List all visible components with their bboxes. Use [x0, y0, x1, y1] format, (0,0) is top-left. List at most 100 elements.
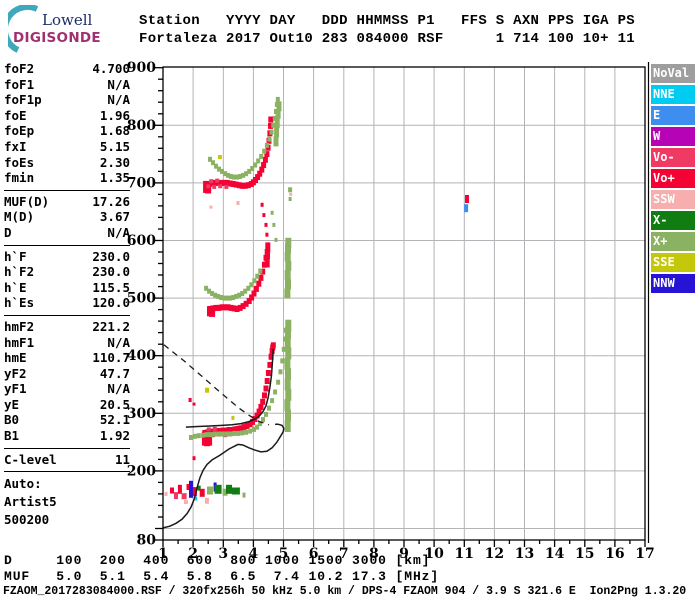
param-value: N/A — [107, 76, 130, 92]
legend-item-SSW: SSW — [651, 190, 695, 209]
svg-text:17: 17 — [635, 546, 654, 562]
svg-text:800: 800 — [127, 118, 156, 134]
trace-F-2hop-X-spike — [284, 237, 292, 299]
line-muf_transmission_curve — [163, 344, 270, 426]
e-region-echo-cluster — [164, 480, 246, 504]
param-row-foF1p: foF1p N/A — [4, 92, 130, 108]
logo-digisonde-text: DIGISONDE — [13, 30, 101, 46]
param-value: 5.15 — [99, 138, 130, 154]
legend-item-Vo-: Vo- — [651, 148, 695, 167]
param-value: 52.1 — [99, 412, 130, 428]
svg-text:2: 2 — [188, 546, 198, 562]
param-row-foEp: foEp 1.68 — [4, 123, 130, 139]
param-label: fmin — [4, 170, 35, 186]
param-value: 2.30 — [99, 154, 130, 170]
param-label: yE — [4, 396, 20, 412]
param-value: 230.0 — [92, 264, 130, 280]
param-label: MUF(D) — [4, 193, 50, 209]
param-label: D — [4, 224, 12, 240]
trace-F-2hop-O — [207, 249, 270, 312]
param-label: B0 — [4, 412, 20, 428]
header-column-titles: Station YYYY DAY DDD HHMMSS P1 FFS S AXN… — [139, 13, 635, 29]
param-label: foE — [4, 107, 27, 123]
svg-text:200: 200 — [127, 463, 156, 479]
param-row-h`Es: h`Es 120.0 — [4, 295, 130, 311]
param-value: 1.68 — [99, 123, 130, 139]
param-row-M(D): M(D) 3.67 — [4, 209, 130, 225]
line-trace_fit — [185, 348, 275, 428]
muf-scale-row: MUF 5.0 5.1 5.4 5.8 6.5 7.4 10.2 17.3 [M… — [4, 569, 440, 584]
distance-scale-row: D 100 200 400 600 800 1000 1500 3000 [km… — [4, 553, 431, 568]
svg-text:500: 500 — [127, 291, 156, 307]
divider — [4, 244, 130, 246]
param-row-B0: B0 52.1 — [4, 412, 130, 428]
trace-F-1hop-X-spike — [284, 319, 292, 432]
legend-item-X+: X+ — [651, 232, 695, 251]
scaled-parameters-panel: foF2 4.700 foF1 N/A foF1p N/A foE 1.96 foEp 1.68 f… — [4, 61, 130, 529]
trace-F-2hop-O-spike — [264, 242, 271, 268]
param-value: 1.35 — [99, 170, 130, 186]
svg-text:14: 14 — [545, 546, 565, 562]
svg-text:13: 13 — [515, 546, 534, 562]
legend-item-NoVal: NoVal — [651, 64, 695, 83]
trace-F-2hop-O-lead — [207, 306, 216, 317]
trace-F-3hop-O-mix — [206, 178, 229, 189]
param-row-D: D N/A — [4, 225, 130, 241]
param-label: hmE — [4, 350, 27, 366]
param-row-h`F2: h`F2 230.0 — [4, 264, 130, 280]
param-row-foE: foE 1.96 — [4, 108, 130, 124]
param-label: foF1 — [4, 76, 35, 92]
param-row-foEs: foEs 2.30 — [4, 155, 130, 171]
header-station-values: Fortaleza 2017 Out10 283 084000 RSF 1 71… — [139, 31, 635, 47]
param-label: fxI — [4, 138, 27, 154]
autoscaling-info: Auto: Artist5 500200 — [4, 475, 130, 529]
echo-type-legend: NoVal NNE E W Vo- Vo+ SSW X- X+ SSE NNW — [651, 64, 697, 295]
param-label: hmF1 — [4, 334, 35, 350]
svg-text:10: 10 — [424, 546, 444, 562]
trace-F-1hop-X — [189, 327, 288, 440]
svg-text:3: 3 — [218, 546, 228, 562]
param-value: 20.5 — [99, 396, 130, 412]
param-label: foF1p — [4, 92, 42, 108]
trace-F-3hop-X-spike — [273, 101, 282, 147]
svg-text:11: 11 — [455, 546, 474, 562]
param-row-yF2: yF2 47.7 — [4, 366, 130, 382]
param-value: 110.7 — [92, 350, 130, 366]
param-label: foEp — [4, 123, 35, 139]
svg-text:15: 15 — [575, 546, 594, 562]
svg-text:300: 300 — [127, 406, 156, 422]
param-label: h`Es — [4, 295, 35, 311]
param-row-foF1: foF1 N/A — [4, 77, 130, 93]
legend-item-X-: X- — [651, 211, 695, 230]
trace-F-1hop-O-lead — [201, 431, 213, 447]
divider — [4, 314, 130, 316]
param-row-fmin: fmin 1.35 — [4, 170, 130, 186]
svg-text:400: 400 — [127, 348, 156, 364]
trace-F-3hop-X — [208, 96, 280, 180]
autoscaling-line: 500200 — [4, 512, 50, 528]
param-value: 120.0 — [92, 295, 130, 311]
param-value: 115.5 — [92, 279, 130, 295]
param-label: yF1 — [4, 381, 27, 397]
param-label: foEs — [4, 154, 35, 170]
legend-item-W: W — [651, 127, 695, 146]
svg-text:1: 1 — [158, 546, 168, 562]
svg-text:5: 5 — [279, 546, 289, 562]
svg-text:12: 12 — [485, 546, 504, 562]
logo-lowell-text: Lowell — [42, 11, 93, 29]
param-label: hmF2 — [4, 318, 35, 334]
param-row-B1: B1 1.92 — [4, 428, 130, 444]
param-label: yF2 — [4, 365, 27, 381]
svg-text:4: 4 — [249, 546, 259, 562]
param-value: N/A — [107, 381, 130, 397]
legend-item-E: E — [651, 106, 695, 125]
legend-item-NNE: NNE — [651, 85, 695, 104]
param-row-yF1: yF1 N/A — [4, 381, 130, 397]
param-row-hmE: hmE 110.7 — [4, 350, 130, 366]
autoscaling-line: Auto: — [4, 476, 42, 492]
legend-item-Vo+: Vo+ — [651, 169, 695, 188]
param-label: M(D) — [4, 209, 35, 225]
param-row-MUF(D): MUF(D) 17.26 — [4, 194, 130, 210]
svg-text:600: 600 — [127, 233, 156, 249]
trace-F-2hop-X — [204, 268, 263, 301]
